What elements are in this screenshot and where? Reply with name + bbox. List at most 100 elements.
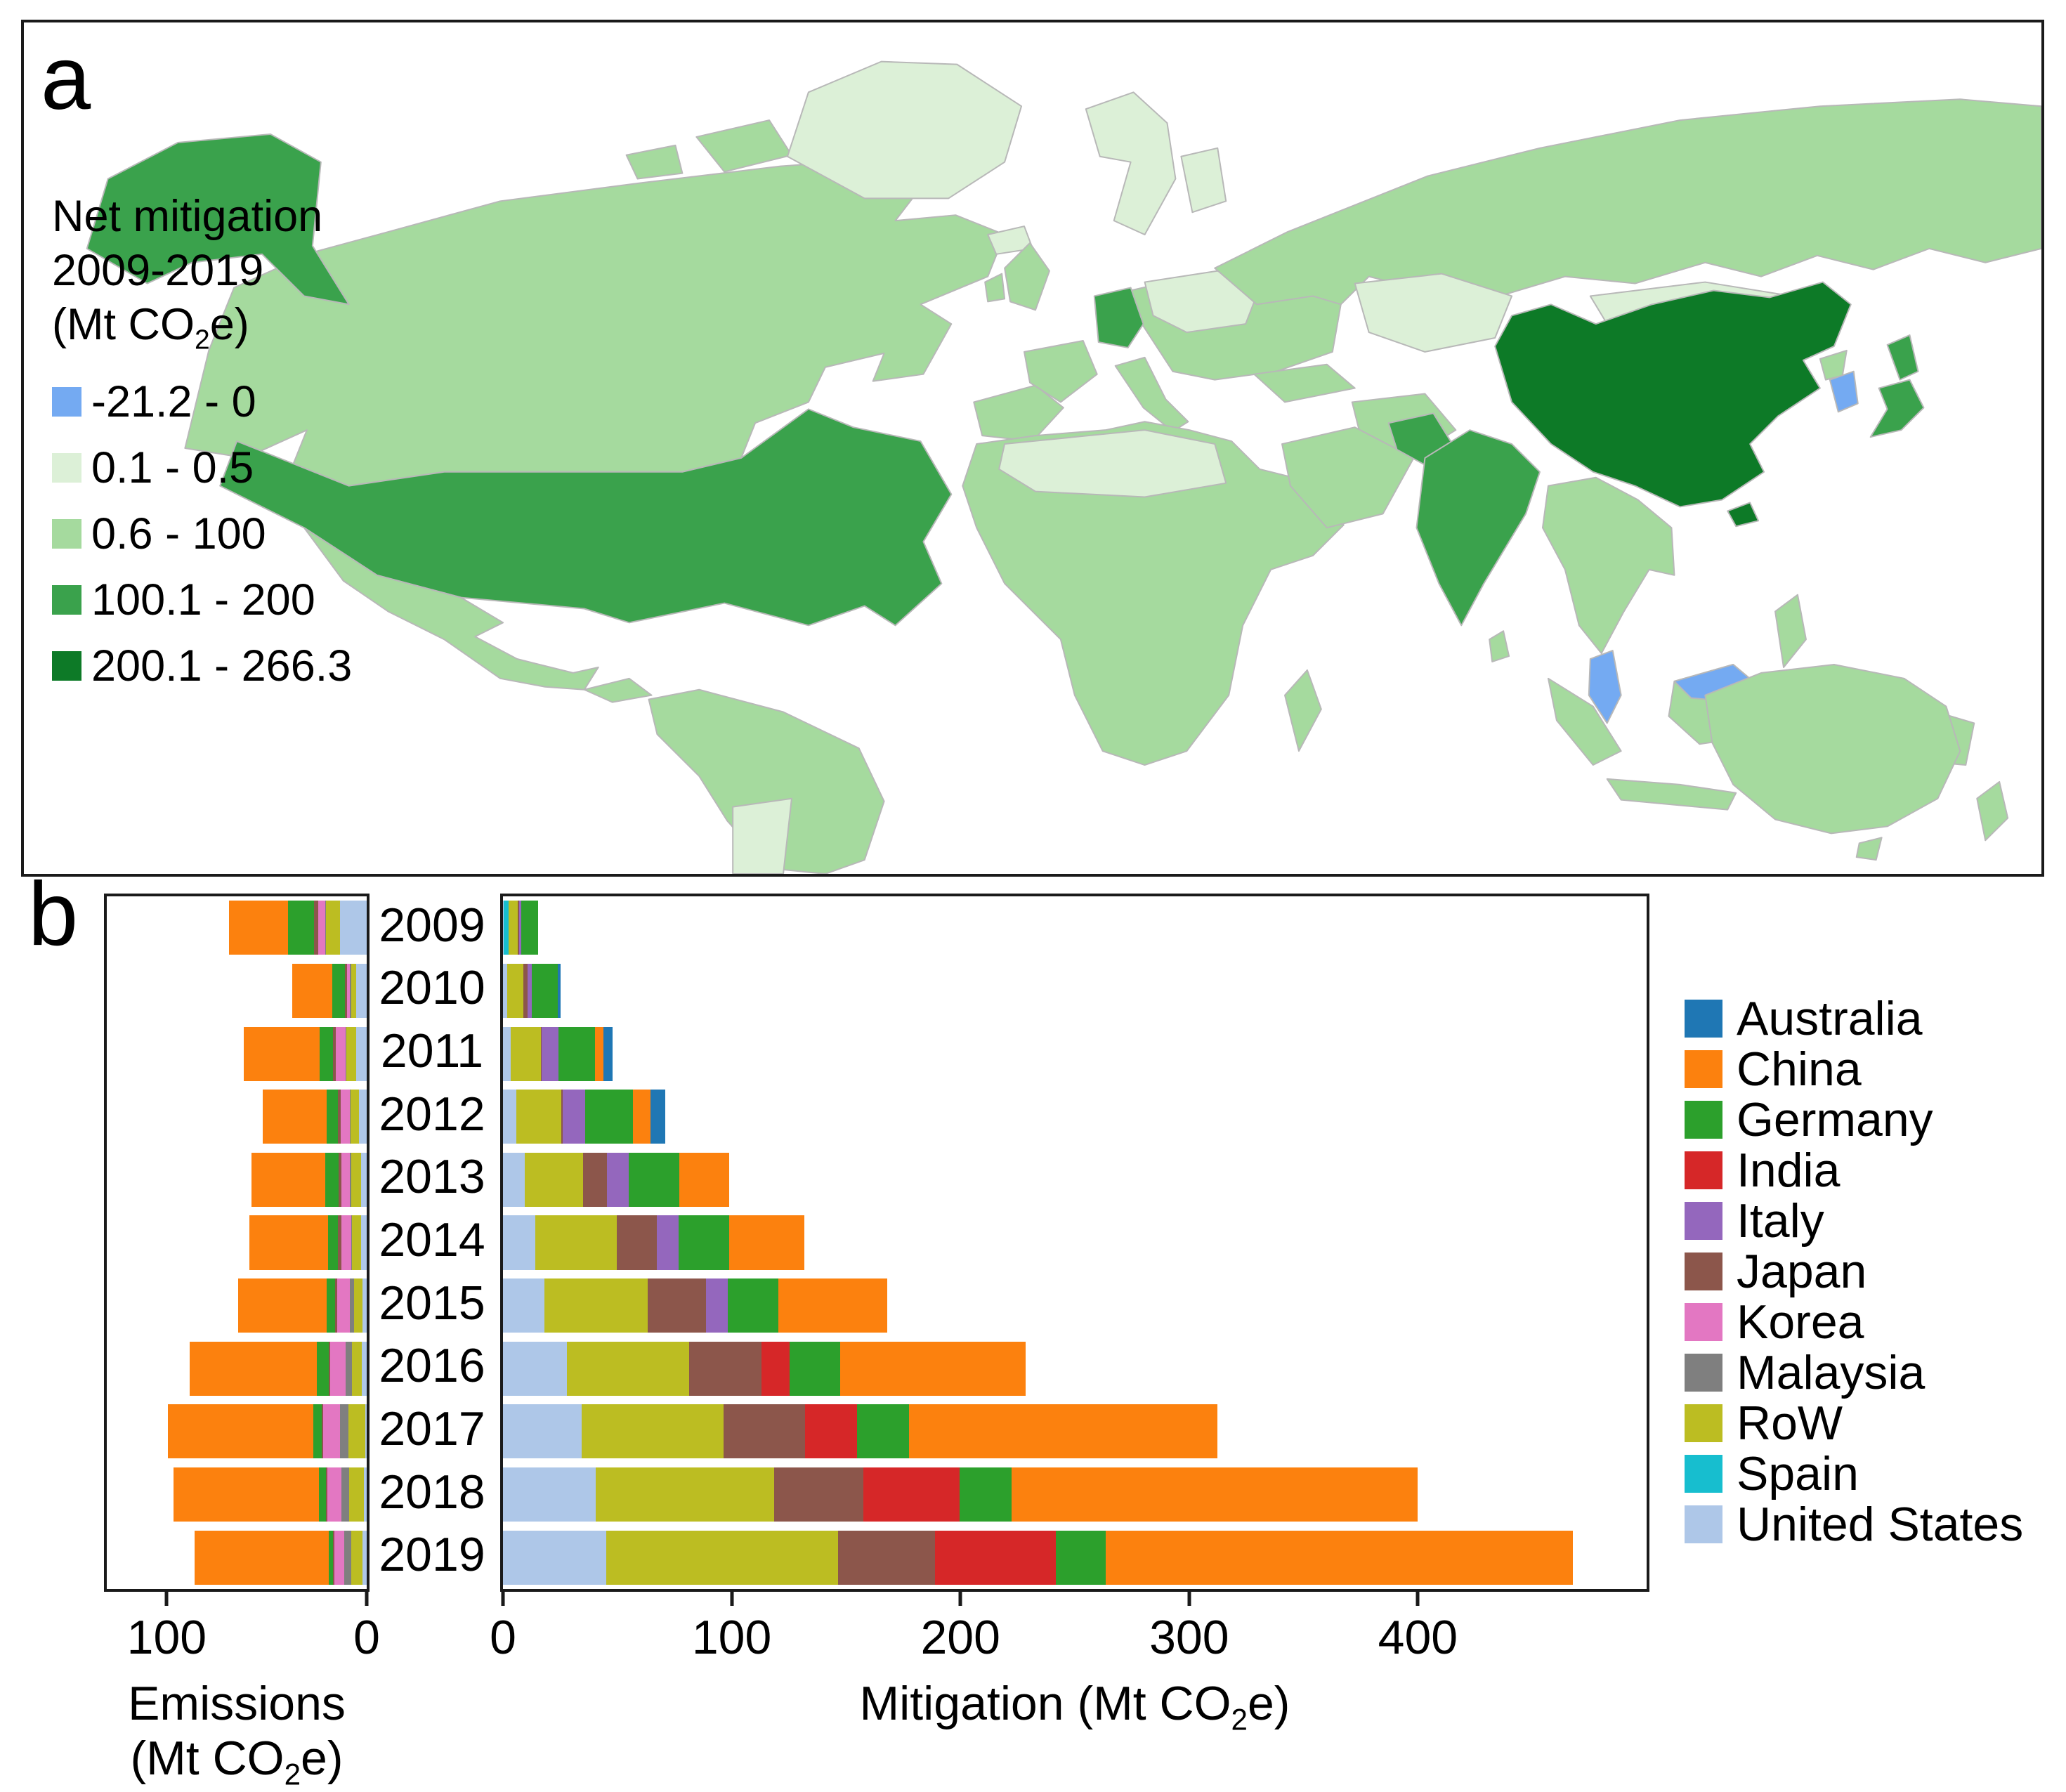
legend-swatch [52,518,81,549]
tick-mark [164,1592,169,1606]
emissions-segment-row [348,1467,365,1522]
mitigation-segment-row [516,1090,562,1144]
map-legend-item: 200.1 - 266.3 [52,641,352,691]
mitigation-segment-japan [688,1341,761,1396]
country-legend-item: Japan [1685,1245,2023,1298]
emissions-segment-united-states [365,1404,367,1459]
country-legend: Australia China Germany India Italy Japan Kore… [1685,992,2024,1551]
mitigation-segment-germany [678,1215,729,1270]
emissions-row-2011 [107,1022,367,1085]
mitigation-segment-united-states [503,1215,535,1270]
emissions-row-2017 [107,1400,367,1463]
mitigation-row-2019 [503,1526,1647,1589]
emissions-segment-row [351,1530,363,1585]
panel-a-label: a [41,28,91,129]
emissions-segment-malaysia [349,1090,351,1144]
year-label-2015: 2015 [379,1276,485,1330]
emissions-bar-2012 [107,1090,367,1144]
emissions-row-2010 [107,960,367,1023]
mitigation-segment-germany [1055,1530,1106,1585]
legend-swatch [1685,1505,1722,1543]
emissions-segment-malaysia [350,1152,351,1207]
emissions-segment-malaysia [325,901,327,955]
emissions-segment-china [251,1152,325,1207]
mitigation-segment-china [679,1152,729,1207]
mitigation-chart: Mitigation (Mt CO2e) 0 100 200 300 400 [490,894,1649,1737]
country-legend-item: Spain [1685,1447,2023,1500]
emissions-bar-2009 [107,901,367,955]
emissions-segment-malaysia [349,1278,355,1333]
year-label-2019: 2019 [379,1528,485,1582]
mitigation-segment-china [595,1026,603,1081]
mitigation-segment-india [934,1530,1056,1585]
mitigation-bar-2012 [503,1090,1647,1144]
mitigation-segment-australia [603,1026,613,1081]
emissions-segment-germany [325,1152,339,1207]
emissions-segment-united-states [362,1530,367,1585]
mitigation-segment-italy [657,1215,679,1270]
world-map [86,60,2041,874]
mitigation-bar-2017 [503,1404,1647,1459]
legend-label: Japan [1737,1245,1867,1298]
tick-mark [958,1592,962,1606]
legend-swatch [1685,1101,1722,1139]
emissions-segment-united-states [360,1152,367,1207]
emissions-row-2016 [107,1337,367,1400]
mitigation-bar-2009 [503,901,1647,955]
mitigation-segment-japan [774,1467,864,1522]
year-label-2018: 2018 [379,1465,485,1519]
legend-swatch [1685,1455,1722,1493]
legend-label: United States [1737,1498,2024,1551]
emissions-segment-row [351,963,357,1018]
mitigation-axis-label: Mitigation (Mt CO2e) [859,1677,1290,1737]
map-region-japan [1869,379,1925,438]
map-region-saudi [1281,426,1415,529]
map-region-madagascar [1284,669,1322,752]
year-axis: 2009 2010 2011 2012 2013 2014 2015 2016 2017 2018… [364,894,500,1586]
emissions-bar-2014 [107,1215,367,1270]
emissions-segment-japan [329,1341,331,1396]
legend-swatch [1685,1151,1722,1189]
emissions-segment-korea [323,1404,340,1459]
legend-label: RoW [1737,1397,1843,1450]
mitigation-bars [503,896,1647,1589]
legend-label: -21.2 - 0 [91,377,256,426]
mitigation-segment-germany [585,1090,634,1144]
mitigation-segment-australia [650,1090,666,1144]
mitigation-segment-germany [789,1341,840,1396]
legend-swatch [1685,1404,1722,1442]
tick-mark [1416,1592,1420,1606]
map-region-australia [1704,663,1961,835]
mitigation-bar-2016 [503,1341,1647,1396]
map-region-united-states [219,408,953,627]
mitigation-row-2018 [503,1463,1647,1526]
mitigation-segment-germany [960,1467,1012,1522]
emissions-segment-united-states [339,901,367,955]
emissions-segment-china [244,1026,320,1081]
mitigation-segment-italy [519,901,522,955]
legend-swatch [52,650,81,681]
legend-label: 100.1 - 200 [91,575,315,624]
mitigation-segment-germany [558,1026,596,1081]
emissions-segment-row [326,901,340,955]
legend-label: Italy [1737,1194,1824,1248]
year-label-2010: 2010 [379,961,485,1015]
emissions-segment-germany [288,901,314,955]
map-region-italy [1114,356,1189,433]
mitigation-segment-united-states [503,1530,607,1585]
mitigation-segment-row [567,1341,689,1396]
mitigation-segment-germany [857,1404,909,1459]
mitigation-row-2015 [503,1274,1647,1338]
mitigation-bar-2015 [503,1278,1647,1333]
emissions-x-axis: Emissions (Mt CO2e) 100 0 [107,1589,380,1791]
emissions-bar-2017 [107,1404,367,1459]
map-region-malay-peninsula [1588,650,1622,724]
legend-label: 0.1 - 0.5 [91,443,254,492]
map-region-south-america [648,688,885,874]
mitigation-segment-germany [521,901,538,955]
map-panel: Net mitigation 2009-2019 (Mt CO2e) -21.2… [21,20,2044,877]
emissions-segment-korea [327,1467,341,1522]
tick-label-0: 0 [490,1611,516,1664]
emissions-segment-japan [333,1026,336,1081]
emissions-segment-china [237,1278,327,1333]
